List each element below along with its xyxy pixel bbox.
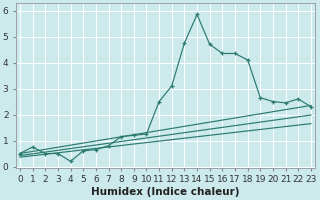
X-axis label: Humidex (Indice chaleur): Humidex (Indice chaleur) bbox=[91, 187, 240, 197]
